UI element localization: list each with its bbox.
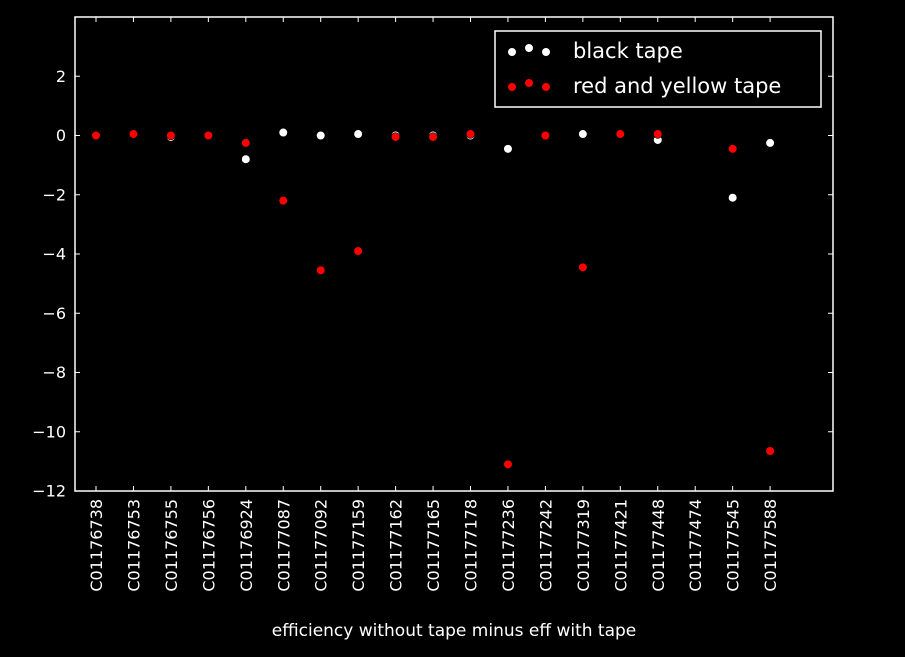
legend-label-black-tape: black tape: [573, 39, 683, 63]
x-tick-label: C01176755: [162, 499, 181, 592]
red-yellow-tape-point: [166, 130, 176, 141]
red-yellow-tape-point: [391, 132, 401, 142]
black-tape-point: [765, 138, 775, 148]
x-tick-label: C01177448: [649, 499, 668, 592]
red-yellow-tape-point: [316, 265, 326, 275]
red-yellow-tape-point: [465, 129, 476, 139]
red-yellow-tape-point: [203, 130, 213, 141]
legend-marker: [507, 47, 517, 57]
x-tick-labels: C01176738 C01176753 C01176755 C01176756 C011…: [87, 499, 780, 592]
y-tick-label: −6: [42, 304, 66, 323]
y-tick-label: 2: [56, 67, 66, 86]
plot-area-frame: [74, 16, 834, 492]
legend-marker: [524, 78, 534, 88]
red-yellow-tape-point: [578, 262, 588, 272]
x-tick-label: C01177588: [761, 499, 780, 592]
x-tick-label: C01177319: [574, 499, 593, 592]
y-tick-label: −8: [42, 363, 66, 382]
x-tick-label: C01176738: [87, 499, 106, 592]
x-tick-label: C01177178: [462, 499, 481, 592]
black-tape-point: [728, 193, 738, 203]
x-tick-label: C01177087: [274, 499, 293, 592]
red-yellow-tape-point: [728, 144, 738, 154]
x-axis-label: efficiency without tape minus eff with t…: [272, 621, 637, 641]
legend: black tape red and yellow tape: [494, 30, 822, 108]
legend-label-red-and-yellow-tape: red and yellow tape: [573, 74, 781, 98]
red-yellow-tape-point: [540, 130, 551, 141]
legend-marker: [507, 82, 517, 92]
red-yellow-tape-point: [765, 446, 775, 456]
y-tick-labels: 2 0 −2 −4 −6 −8 −10 −12: [32, 67, 66, 501]
red-yellow-tape-point: [91, 130, 101, 141]
y-tick-label: −12: [32, 482, 66, 501]
legend-marker: [524, 43, 534, 53]
y-tick-label: −10: [32, 422, 66, 441]
y-tick-label: −4: [42, 245, 66, 264]
red-yellow-tape-point: [128, 129, 139, 139]
legend-marker: [541, 47, 551, 57]
red-yellow-tape-point: [353, 246, 363, 256]
x-tick-label: C01176756: [199, 499, 218, 592]
x-tick-label: C01177159: [349, 499, 368, 592]
x-tick-label: C01177242: [536, 499, 555, 592]
x-tick-label: C01177474: [686, 499, 705, 592]
black-tape-point: [278, 127, 288, 138]
black-tape-point: [241, 154, 251, 164]
x-tick-label: C01177545: [724, 499, 743, 592]
x-tick-label: C01177165: [424, 499, 443, 592]
black-tape-point: [503, 144, 513, 154]
x-tick-label: C01176924: [237, 499, 256, 592]
black-tape-point: [316, 130, 326, 141]
red-yellow-tape-point: [653, 129, 663, 139]
x-tick-label: C01177421: [611, 499, 630, 592]
red-yellow-tape-point: [615, 129, 625, 139]
x-tick-label: C01176753: [124, 499, 143, 592]
red-yellow-tape-point: [428, 132, 438, 142]
red-yellow-tape-point: [503, 459, 513, 469]
red-yellow-tape-point: [278, 196, 288, 206]
data-points: [91, 127, 775, 469]
legend-frame: [494, 30, 822, 108]
black-tape-point: [353, 129, 363, 139]
x-tick-label: C01177236: [499, 499, 518, 592]
black-tape-point: [578, 129, 588, 139]
red-yellow-tape-point: [241, 138, 251, 148]
x-tick-label: C01177162: [387, 499, 406, 592]
legend-marker: [541, 82, 551, 92]
y-tick-label: 0: [56, 126, 66, 145]
axis-ticks: [75, 17, 833, 492]
legend-markers: [507, 43, 551, 92]
y-tick-label: −2: [42, 185, 66, 204]
x-tick-label: C01177092: [312, 499, 331, 592]
